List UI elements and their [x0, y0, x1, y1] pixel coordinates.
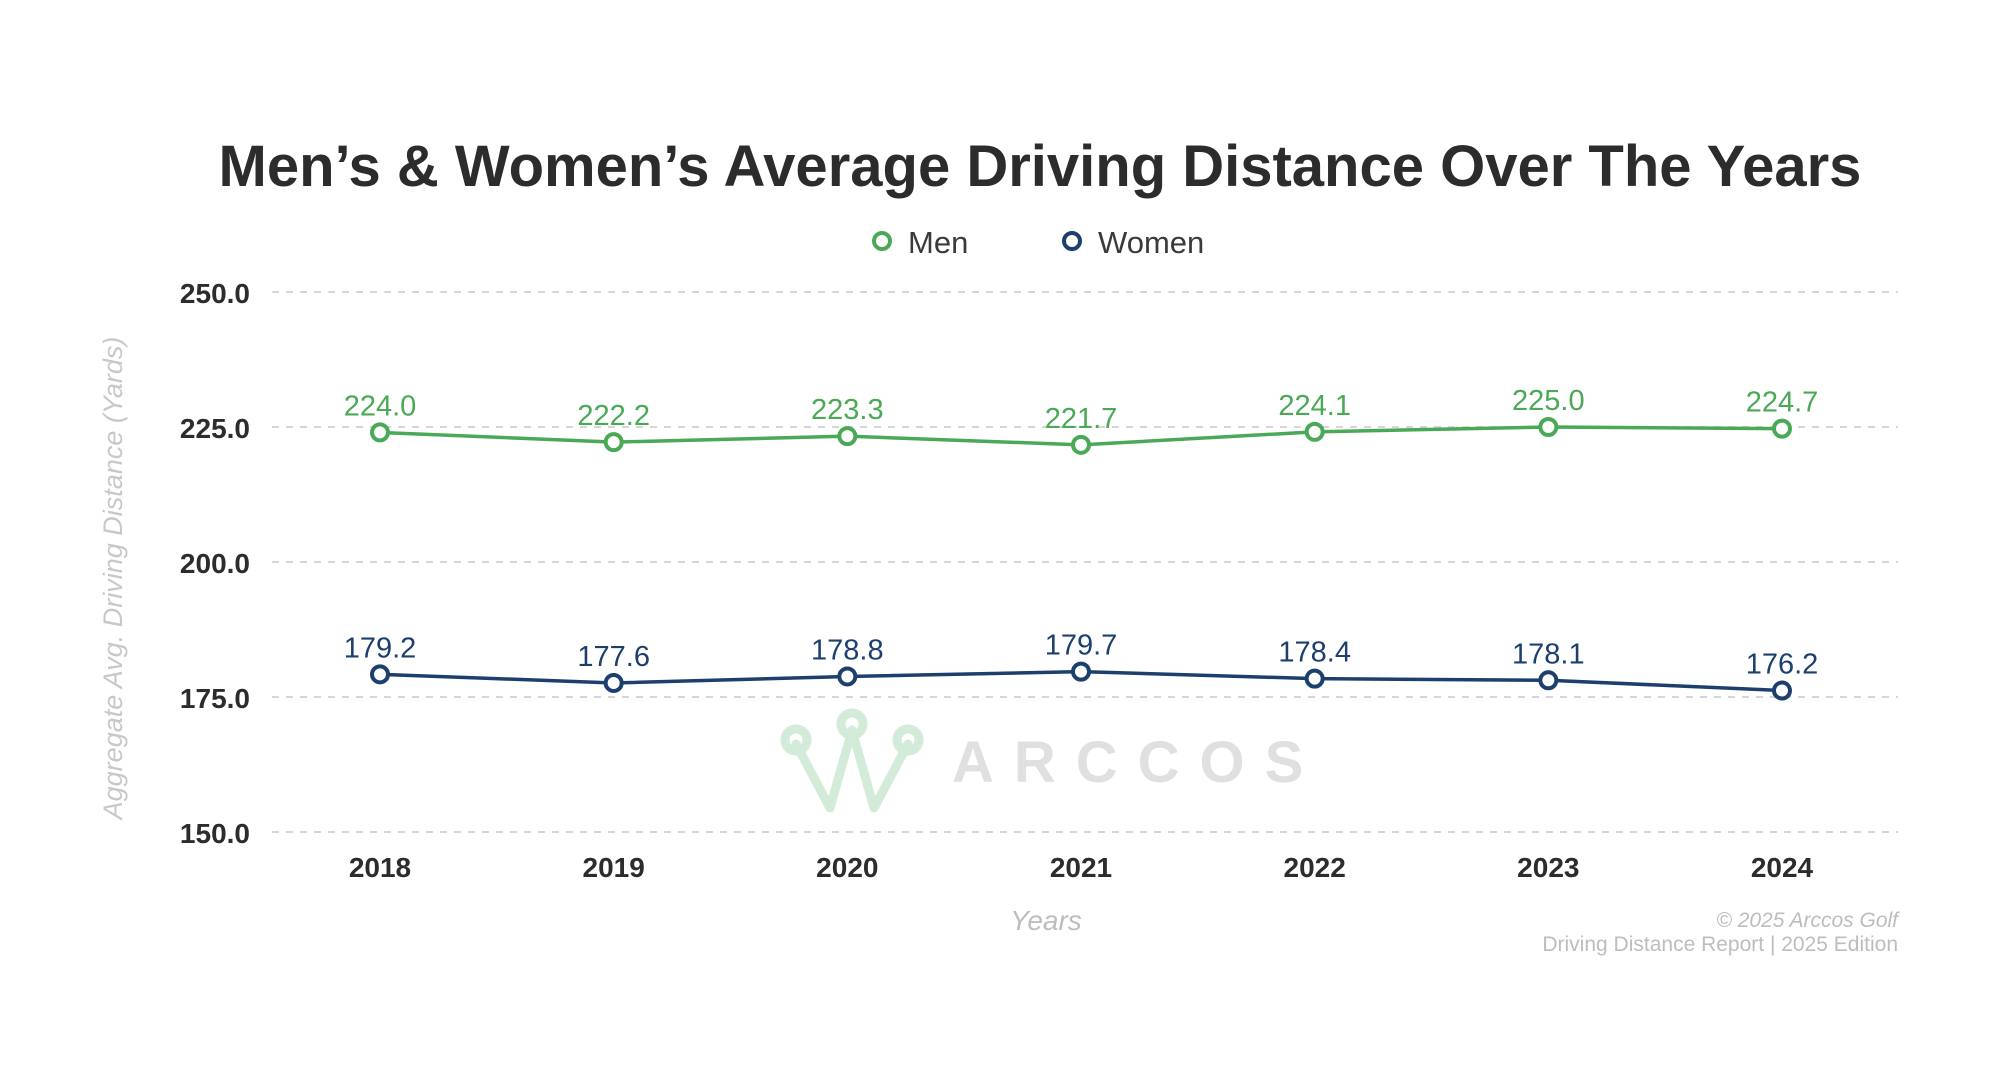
data-label-women: 179.2 — [344, 632, 417, 664]
data-label-women: 177.6 — [577, 641, 650, 673]
data-label-women: 178.8 — [811, 634, 884, 666]
data-point-women — [837, 666, 858, 687]
y-axis: 150.0 175.0 200.0 225.0 250.0 — [180, 278, 250, 849]
data-point-men — [370, 422, 390, 443]
data-label-women: 176.2 — [1746, 649, 1819, 681]
data-label-women: 178.4 — [1278, 637, 1351, 669]
legend-item-women: Women — [1062, 225, 1204, 260]
y-tick-label: 150.0 — [180, 818, 250, 849]
data-point-men — [1772, 418, 1792, 439]
legend-label-women: Women — [1098, 225, 1204, 260]
y-tick-label: 175.0 — [180, 683, 250, 714]
x-tick-label: 2020 — [816, 852, 878, 883]
series-women: 179.2 177.6 178.8 179.7 178.4 178.1 176.2 — [344, 630, 1819, 701]
data-label-men: 224.0 — [344, 390, 417, 422]
data-label-men: 222.2 — [577, 400, 650, 432]
series-men: 224.0 222.2 223.3 221.7 224.1 225.0 224.7 — [344, 385, 1819, 455]
data-label-men: 221.7 — [1045, 403, 1118, 435]
x-tick-label: 2023 — [1517, 852, 1579, 883]
data-point-women — [1772, 680, 1792, 701]
data-point-women — [1538, 670, 1559, 691]
legend-marker-women — [1062, 231, 1082, 251]
data-label-men: 224.1 — [1278, 390, 1351, 422]
x-axis: 2018 2019 2020 2021 2022 2023 2024 — [349, 852, 1814, 883]
x-tick-label: 2021 — [1050, 852, 1112, 883]
data-point-women — [1304, 668, 1325, 689]
footer-copyright: © 2025 Arccos Golf — [1716, 909, 1900, 932]
chart-title: Men’s & Women’s Average Driving Distance… — [219, 134, 1862, 199]
x-tick-label: 2022 — [1284, 852, 1346, 883]
data-point-men — [603, 432, 624, 453]
x-tick-label: 2018 — [349, 852, 411, 883]
data-point-men — [1304, 421, 1325, 442]
watermark-text: ARCCOS — [952, 730, 1323, 795]
data-point-women — [603, 672, 624, 693]
y-axis-title: Aggregate Avg. Driving Distance (Yards) — [98, 337, 128, 822]
series-layer: 224.0 222.2 223.3 221.7 224.1 225.0 224.7 179.2… — [344, 385, 1819, 701]
data-label-men: 223.3 — [811, 394, 884, 426]
x-tick-label: 2024 — [1751, 852, 1814, 883]
data-point-men — [1538, 417, 1559, 437]
watermark: ARCCOS — [780, 708, 1323, 813]
arccos-crown-logo — [780, 708, 924, 813]
data-label-women: 178.1 — [1512, 638, 1585, 670]
data-point-men — [837, 426, 858, 447]
x-axis-title: Years — [1010, 905, 1082, 936]
y-tick-label: 200.0 — [180, 548, 250, 579]
legend-marker-men — [872, 231, 892, 251]
y-tick-label: 250.0 — [180, 278, 250, 309]
data-point-women — [1071, 661, 1091, 682]
legend: Men Women — [872, 225, 1204, 260]
data-label-women: 179.7 — [1045, 630, 1118, 662]
footer-report: Driving Distance Report | 2025 Edition — [1542, 933, 1898, 956]
gridlines — [272, 291, 1898, 833]
data-label-men: 224.7 — [1746, 387, 1819, 419]
data-point-men — [1071, 434, 1091, 455]
legend-label-men: Men — [908, 225, 968, 260]
legend-item-men: Men — [872, 225, 968, 260]
data-label-men: 225.0 — [1512, 385, 1585, 417]
y-tick-label: 225.0 — [180, 413, 250, 444]
data-point-women — [370, 664, 390, 685]
x-tick-label: 2019 — [583, 852, 645, 883]
